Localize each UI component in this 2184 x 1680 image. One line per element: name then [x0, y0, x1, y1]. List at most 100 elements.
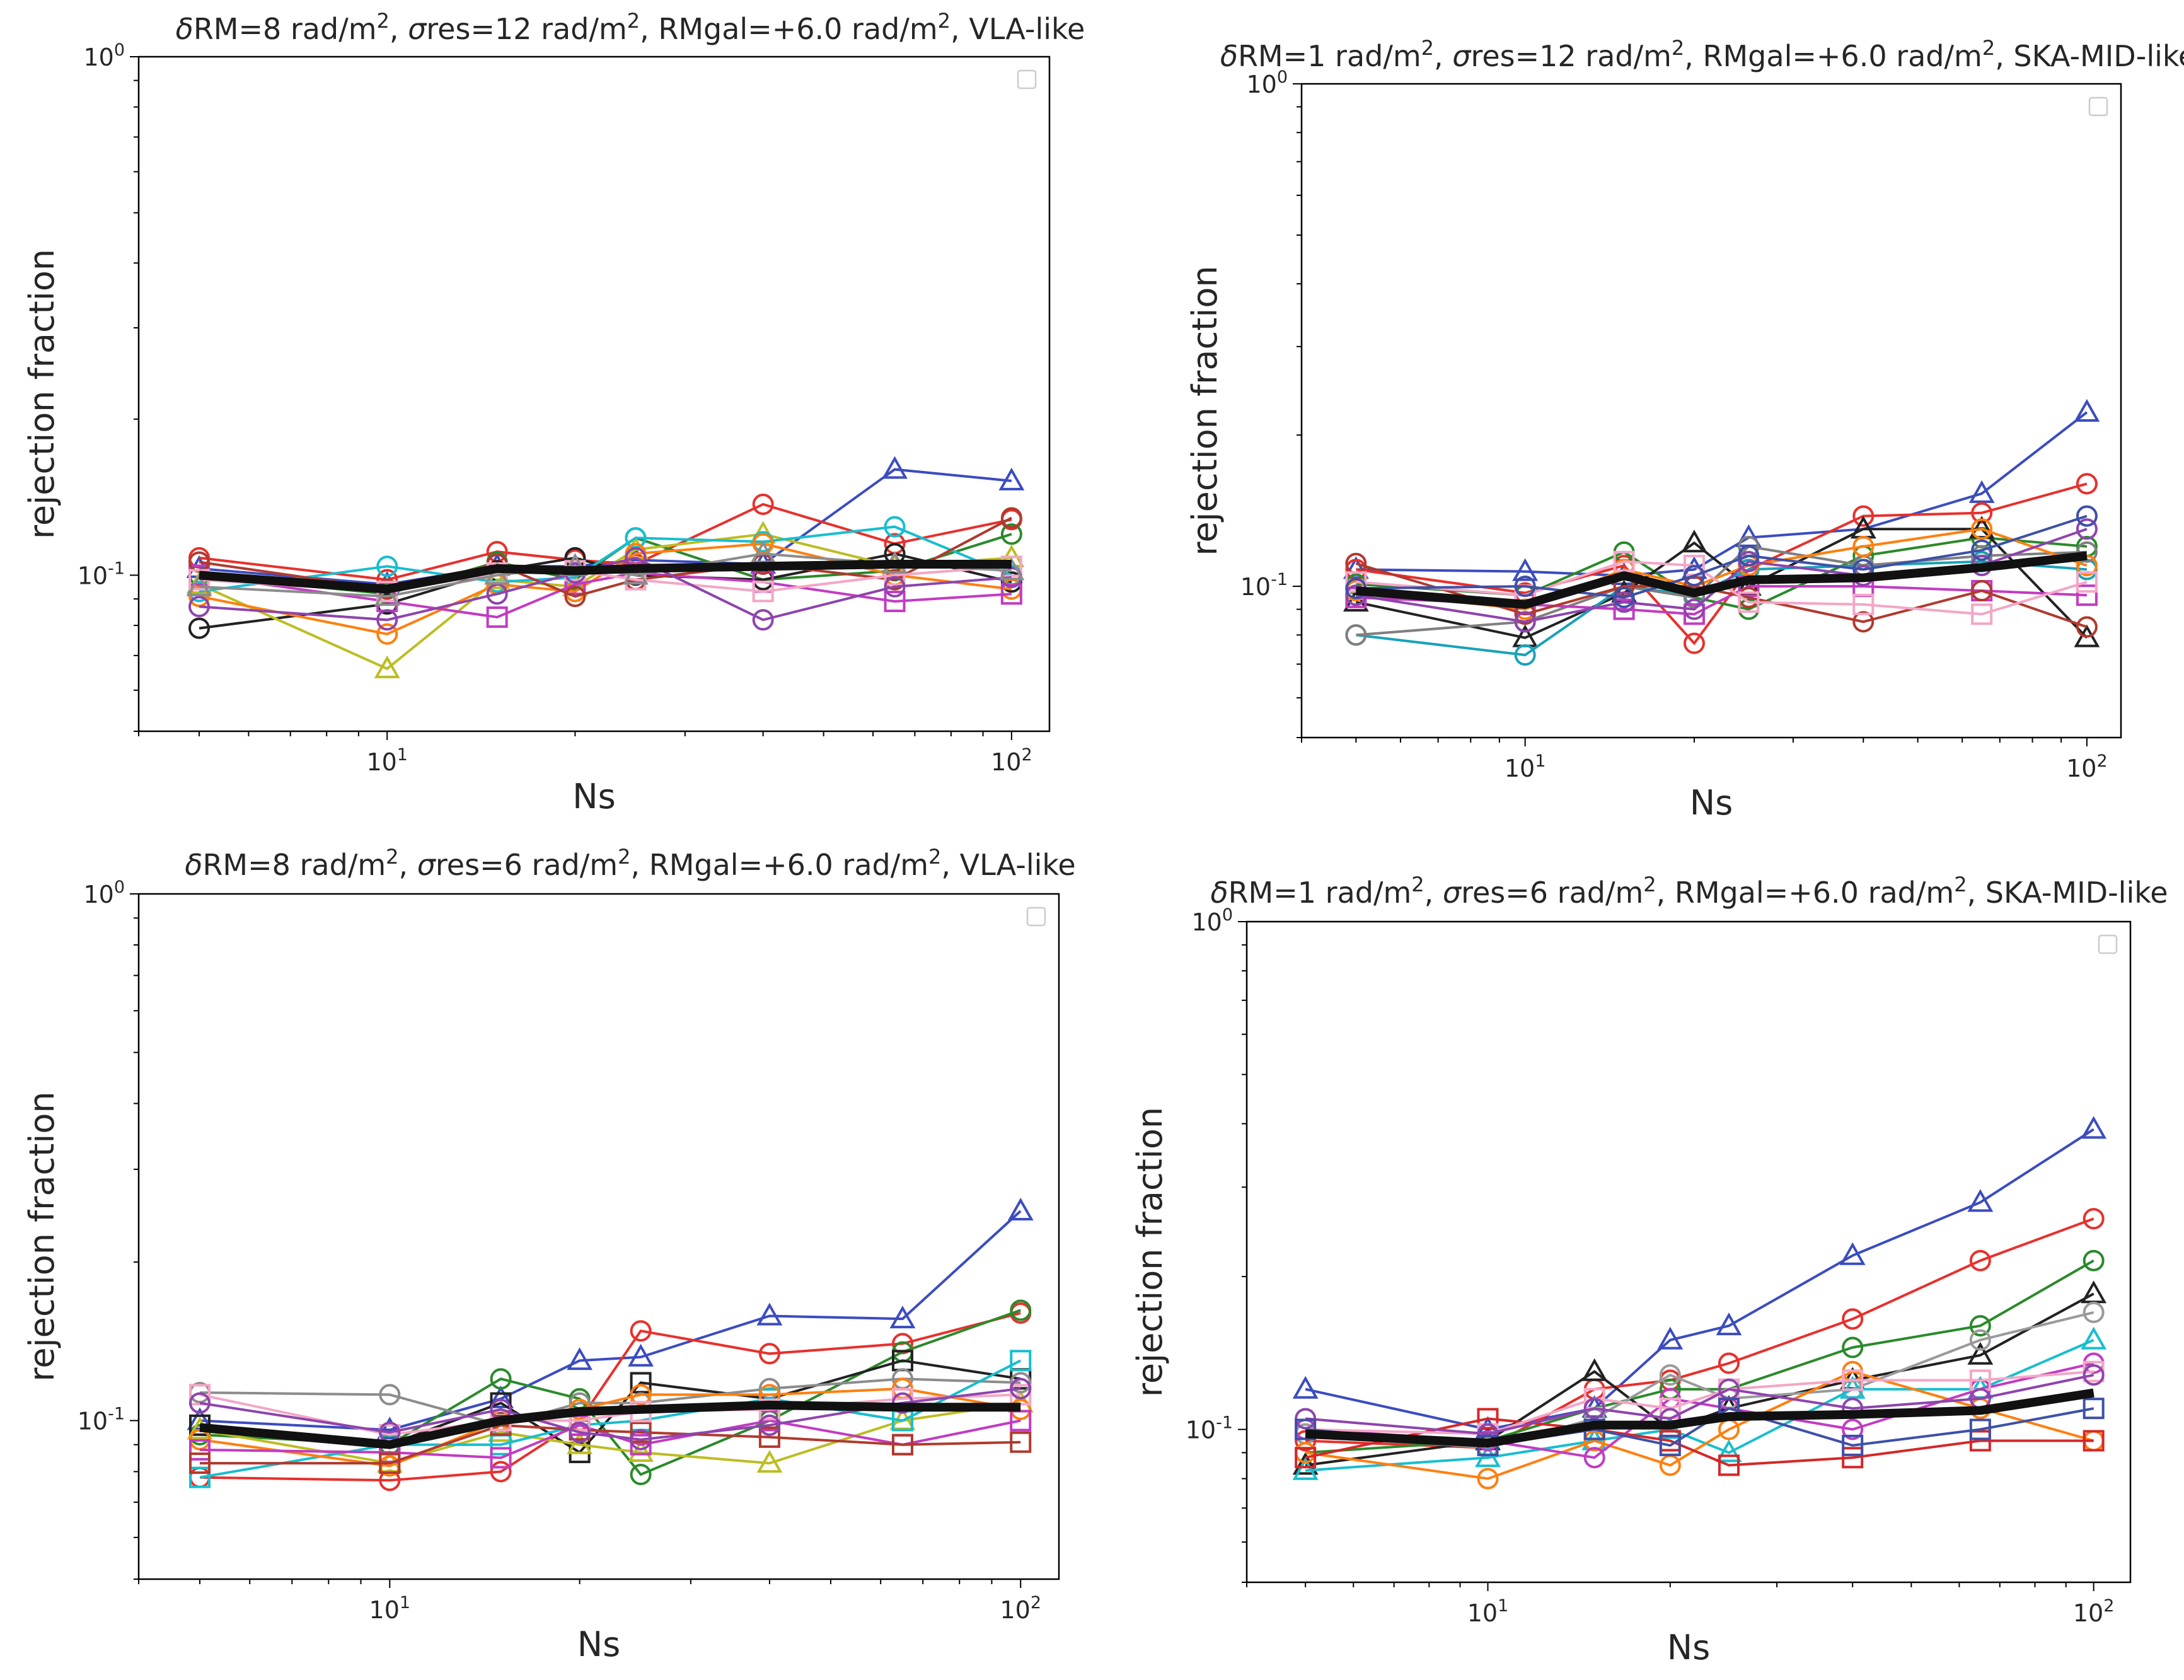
series-brown-square-point — [758, 1426, 780, 1448]
series-magenta-square-point — [884, 591, 906, 613]
x-tick-label: 101 — [366, 745, 408, 776]
series-gray-circle-line — [1356, 545, 2087, 637]
plot-area — [1292, 1116, 2107, 1490]
series-gray-circle-point — [1683, 586, 1705, 608]
y-axis-label: rejection fraction — [1130, 1107, 1170, 1397]
chart-panel-1: δRM=8 rad/m2, σres=12 rad/m2, RMgal=+6.0… — [22, 9, 1085, 816]
series-gray-triangle-point — [186, 573, 212, 596]
plot-frame — [137, 893, 1060, 1580]
series-red-circle-point — [1852, 505, 1875, 527]
plot-area — [186, 456, 1025, 678]
series-purple-circle-point — [1514, 611, 1536, 633]
series-olive-triangle-point — [567, 1431, 593, 1454]
series-cyan-square-point — [189, 1466, 211, 1488]
plot-area — [187, 1197, 1034, 1492]
series-orange-circle-point — [376, 623, 398, 645]
series-blue-triangle-point — [1967, 1189, 1994, 1212]
series-purple-circle-point — [752, 609, 774, 631]
series-red-circle-point — [752, 493, 774, 515]
series-gray-circle-point — [1345, 624, 1367, 646]
series-brown-circle-point — [1852, 611, 1875, 633]
series-red-square-point — [1969, 1430, 1991, 1452]
x-tick-label: 101 — [369, 1593, 411, 1624]
series-purple-circle-point — [758, 1414, 780, 1436]
series-cyan-triangle-point — [2081, 1326, 2107, 1350]
series-black-triangle-point — [1292, 1452, 1319, 1475]
series-purple-circle-point — [189, 1392, 211, 1414]
series-brown-circle-point — [564, 586, 586, 608]
series-pink-square-point — [1852, 593, 1875, 615]
y-axis-label: rejection fraction — [22, 249, 62, 539]
y-tick-label: 100 — [1246, 67, 1288, 98]
series-pink-square-point — [1842, 1369, 1864, 1391]
series-navy-square-point — [1295, 1418, 1317, 1440]
series-navy-circle-point — [1738, 545, 1760, 567]
series-orange-circle-line — [199, 1387, 1021, 1468]
series-black-triangle-point — [2074, 624, 2100, 647]
x-axis-label: Ns — [1667, 1628, 1711, 1667]
series-red-circle-point — [490, 1461, 512, 1483]
series-blue-triangle-line — [1356, 411, 2088, 577]
series-gray-triangle-point — [374, 583, 400, 606]
series-red-circle-point — [630, 1320, 652, 1342]
x-axis-label: Ns — [1690, 783, 1733, 823]
series-blue-triangle-point — [1968, 480, 1995, 503]
series-black-triangle-point — [1967, 1341, 1994, 1365]
series-gray-triangle-point — [623, 562, 649, 585]
series-olive-triangle-point — [484, 566, 511, 589]
series-orange-circle-point — [1583, 1430, 1605, 1452]
series-orange-circle-point — [1852, 535, 1875, 557]
series-orange-circle-point — [1971, 518, 1993, 540]
y-tick-label: 10-1 — [1240, 570, 1288, 601]
series-blue-triangle-point — [628, 1343, 654, 1367]
series-blue-triangle-point — [2074, 398, 2100, 422]
plot-frame — [1300, 83, 2122, 739]
series-teal-circle-point — [1514, 644, 1536, 666]
x-tick-label: 102 — [1000, 1593, 1041, 1624]
series-navy-square-point — [2083, 1398, 2105, 1420]
series-navy-circle-point — [1613, 586, 1635, 608]
series-red-square-line — [1305, 1417, 2094, 1467]
legend-box — [2098, 934, 2118, 954]
series-olive-triangle-point — [374, 655, 400, 678]
series-blue-triangle-point — [1007, 1197, 1034, 1221]
series-brown-square-point — [189, 1452, 211, 1474]
series-navy-circle-point — [1971, 539, 1993, 561]
series-blue-triangle-point — [882, 456, 908, 479]
series-blue-triangle-point — [488, 1385, 514, 1408]
mean-line — [199, 560, 1012, 594]
series-purple-circle-point — [1683, 598, 1705, 620]
series-green-circle-point — [1842, 1336, 1864, 1358]
series-magenta-square-line — [199, 571, 1012, 619]
series-purple-circle-line — [1305, 1374, 2094, 1435]
series-gray-triangle-point — [998, 557, 1025, 581]
series-purple-circle-point — [188, 596, 211, 618]
series-brown-square-line — [200, 1423, 1021, 1465]
series-pink-square-line — [199, 1393, 1021, 1436]
y-tick-label: 10-1 — [1186, 1413, 1233, 1444]
series-green-circle-point — [1000, 523, 1022, 545]
series-navy-square-point — [1842, 1434, 1864, 1456]
series-purple-circle-point — [569, 1422, 591, 1444]
x-tick-label: 101 — [1505, 751, 1546, 782]
mean-line — [1355, 551, 2088, 609]
series-brown-square-point — [379, 1452, 401, 1474]
series-black-circle-point — [188, 617, 211, 639]
series-olive-triangle-point — [756, 1450, 783, 1473]
series-magenta-circle-point — [1583, 1447, 1605, 1469]
series-cyan-triangle-point — [1839, 1376, 1866, 1399]
series-pink-square-line — [1305, 1370, 2094, 1435]
series-black-triangle-point — [1343, 589, 1369, 612]
series-blue-triangle-point — [889, 1306, 916, 1329]
series-purple-circle-point — [1738, 550, 1760, 572]
series-red-circle-point — [1683, 632, 1705, 654]
series-gray-circle-point — [1659, 1364, 1681, 1386]
series-orange-circle-point — [1477, 1468, 1499, 1490]
series-black-triangle-point — [1681, 530, 1707, 553]
series-blue-triangle-point — [1839, 1242, 1866, 1265]
series-gray-triangle-point — [750, 540, 777, 564]
series-red-circle-line — [199, 1312, 1021, 1482]
series-green-circle-point — [1969, 1315, 1991, 1337]
series-purple-circle-point — [1583, 1398, 1605, 1420]
series-purple-circle-point — [2083, 1364, 2105, 1386]
